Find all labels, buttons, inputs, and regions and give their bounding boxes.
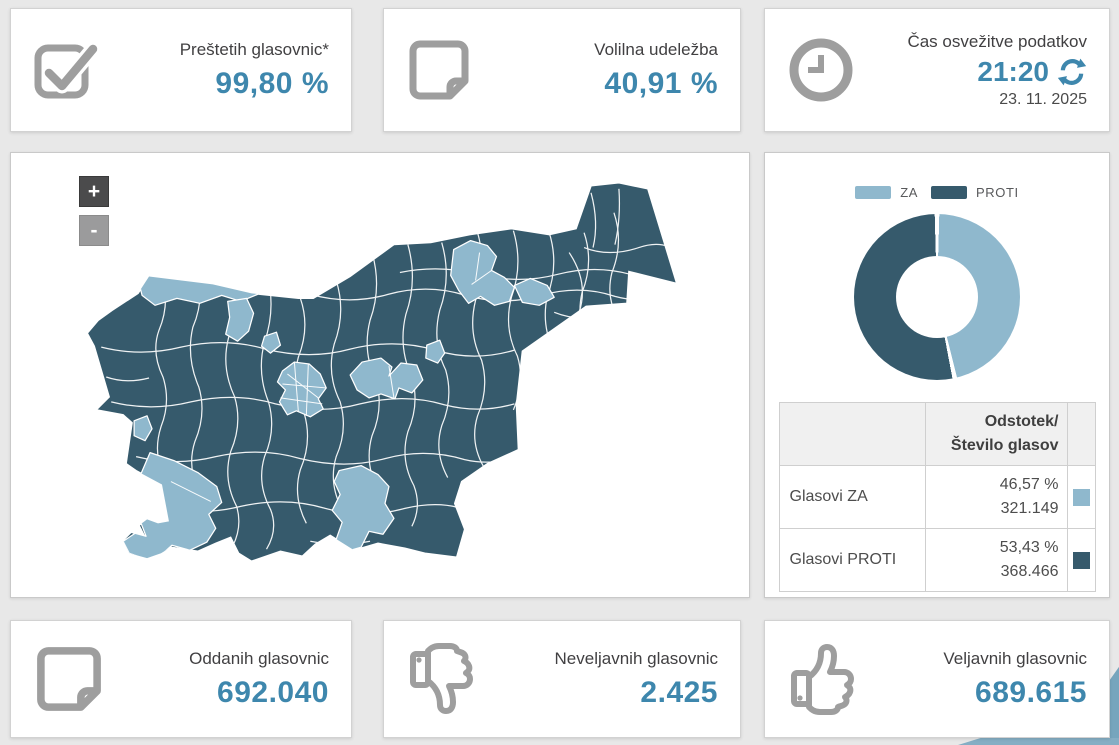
row-za-color-swatch	[1072, 488, 1090, 506]
legend-swatch-proti	[931, 186, 968, 199]
legend-swatch-za	[855, 186, 892, 199]
thumbs-down-icon	[402, 637, 486, 721]
thumbs-up-icon	[783, 637, 867, 721]
valid-value: 689.615	[975, 675, 1087, 709]
legend-item-proti[interactable]: PROTI	[931, 185, 1019, 200]
row-za-swatch-cell	[1066, 465, 1096, 529]
counted-value: 99,80 %	[215, 66, 329, 100]
ballot-page-icon	[29, 639, 109, 719]
row-proti-color-swatch	[1072, 551, 1090, 569]
map-zoom-out-button[interactable]: -	[79, 215, 109, 246]
turnout-value: 40,91 %	[604, 66, 718, 100]
counted-title: Preštetih glasovnic*	[179, 40, 329, 60]
card-turnout: Volilna udeležba 40,91 %	[383, 8, 741, 132]
checkbox-check-icon	[29, 32, 105, 108]
row-proti-swatch-cell	[1066, 528, 1096, 592]
card-valid-ballots: Veljavnih glasovnic 689.615	[764, 620, 1110, 738]
cast-title: Oddanih glasovnic	[189, 649, 329, 669]
card-cast-ballots: Oddanih glasovnic 692.040	[10, 620, 352, 738]
row-za-values: 46,57 % 321.149	[924, 465, 1068, 529]
map-cluster-borders	[170, 252, 492, 502]
donut-chart[interactable]	[854, 214, 1020, 380]
ballot-page-icon	[402, 33, 476, 107]
table-header-empty	[778, 402, 926, 466]
refresh-date: 23. 11. 2025	[999, 91, 1087, 109]
slovenia-municipalities-map[interactable]	[11, 153, 749, 597]
row-proti-label: Glasovi PROTI	[778, 528, 926, 592]
legend-label-proti: PROTI	[976, 185, 1019, 200]
row-za-label: Glasovi ZA	[778, 465, 926, 529]
cast-value: 692.040	[217, 675, 329, 709]
slovenia-map-panel: + -	[10, 152, 750, 598]
results-table: Odstotek/ Število glasov Glasovi ZA 46,5…	[778, 402, 1096, 592]
table-header-swatch	[1066, 402, 1096, 466]
refresh-title: Čas osvežitve podatkov	[907, 31, 1087, 51]
legend-item-za[interactable]: ZA	[855, 185, 918, 200]
invalid-title: Neveljavnih glasovnic	[554, 649, 718, 669]
legend-label-za: ZA	[900, 185, 919, 200]
table-header-percent-votes: Odstotek/ Število glasov	[924, 402, 1068, 466]
donut-hole	[896, 256, 978, 338]
valid-title: Veljavnih glasovnic	[943, 649, 1087, 669]
results-summary-panel: ZA PROTI Odstotek/ Število glasov Glasov…	[764, 152, 1110, 598]
turnout-title: Volilna udeležba	[594, 40, 718, 60]
refresh-icon[interactable]	[1057, 57, 1087, 87]
clock-icon	[783, 32, 859, 108]
refresh-time-value: 21:20	[977, 56, 1049, 88]
card-counted-ballots: Preštetih glasovnic* 99,80 %	[10, 8, 352, 132]
table-row-proti: Glasovi PROTI 53,43 % 368.466	[778, 528, 1096, 592]
table-row-za: Glasovi ZA 46,57 % 321.149	[778, 465, 1096, 529]
row-proti-values: 53,43 % 368.466	[924, 528, 1068, 592]
card-invalid-ballots: Neveljavnih glasovnic 2.425	[383, 620, 741, 738]
ribbon-accent-bottom	[958, 738, 1119, 745]
invalid-value: 2.425	[640, 675, 718, 709]
map-zoom-in-button[interactable]: +	[79, 176, 109, 207]
card-refresh-time: Čas osvežitve podatkov 21:20 23. 11. 202…	[764, 8, 1110, 132]
donut-legend: ZA PROTI	[765, 185, 1109, 200]
